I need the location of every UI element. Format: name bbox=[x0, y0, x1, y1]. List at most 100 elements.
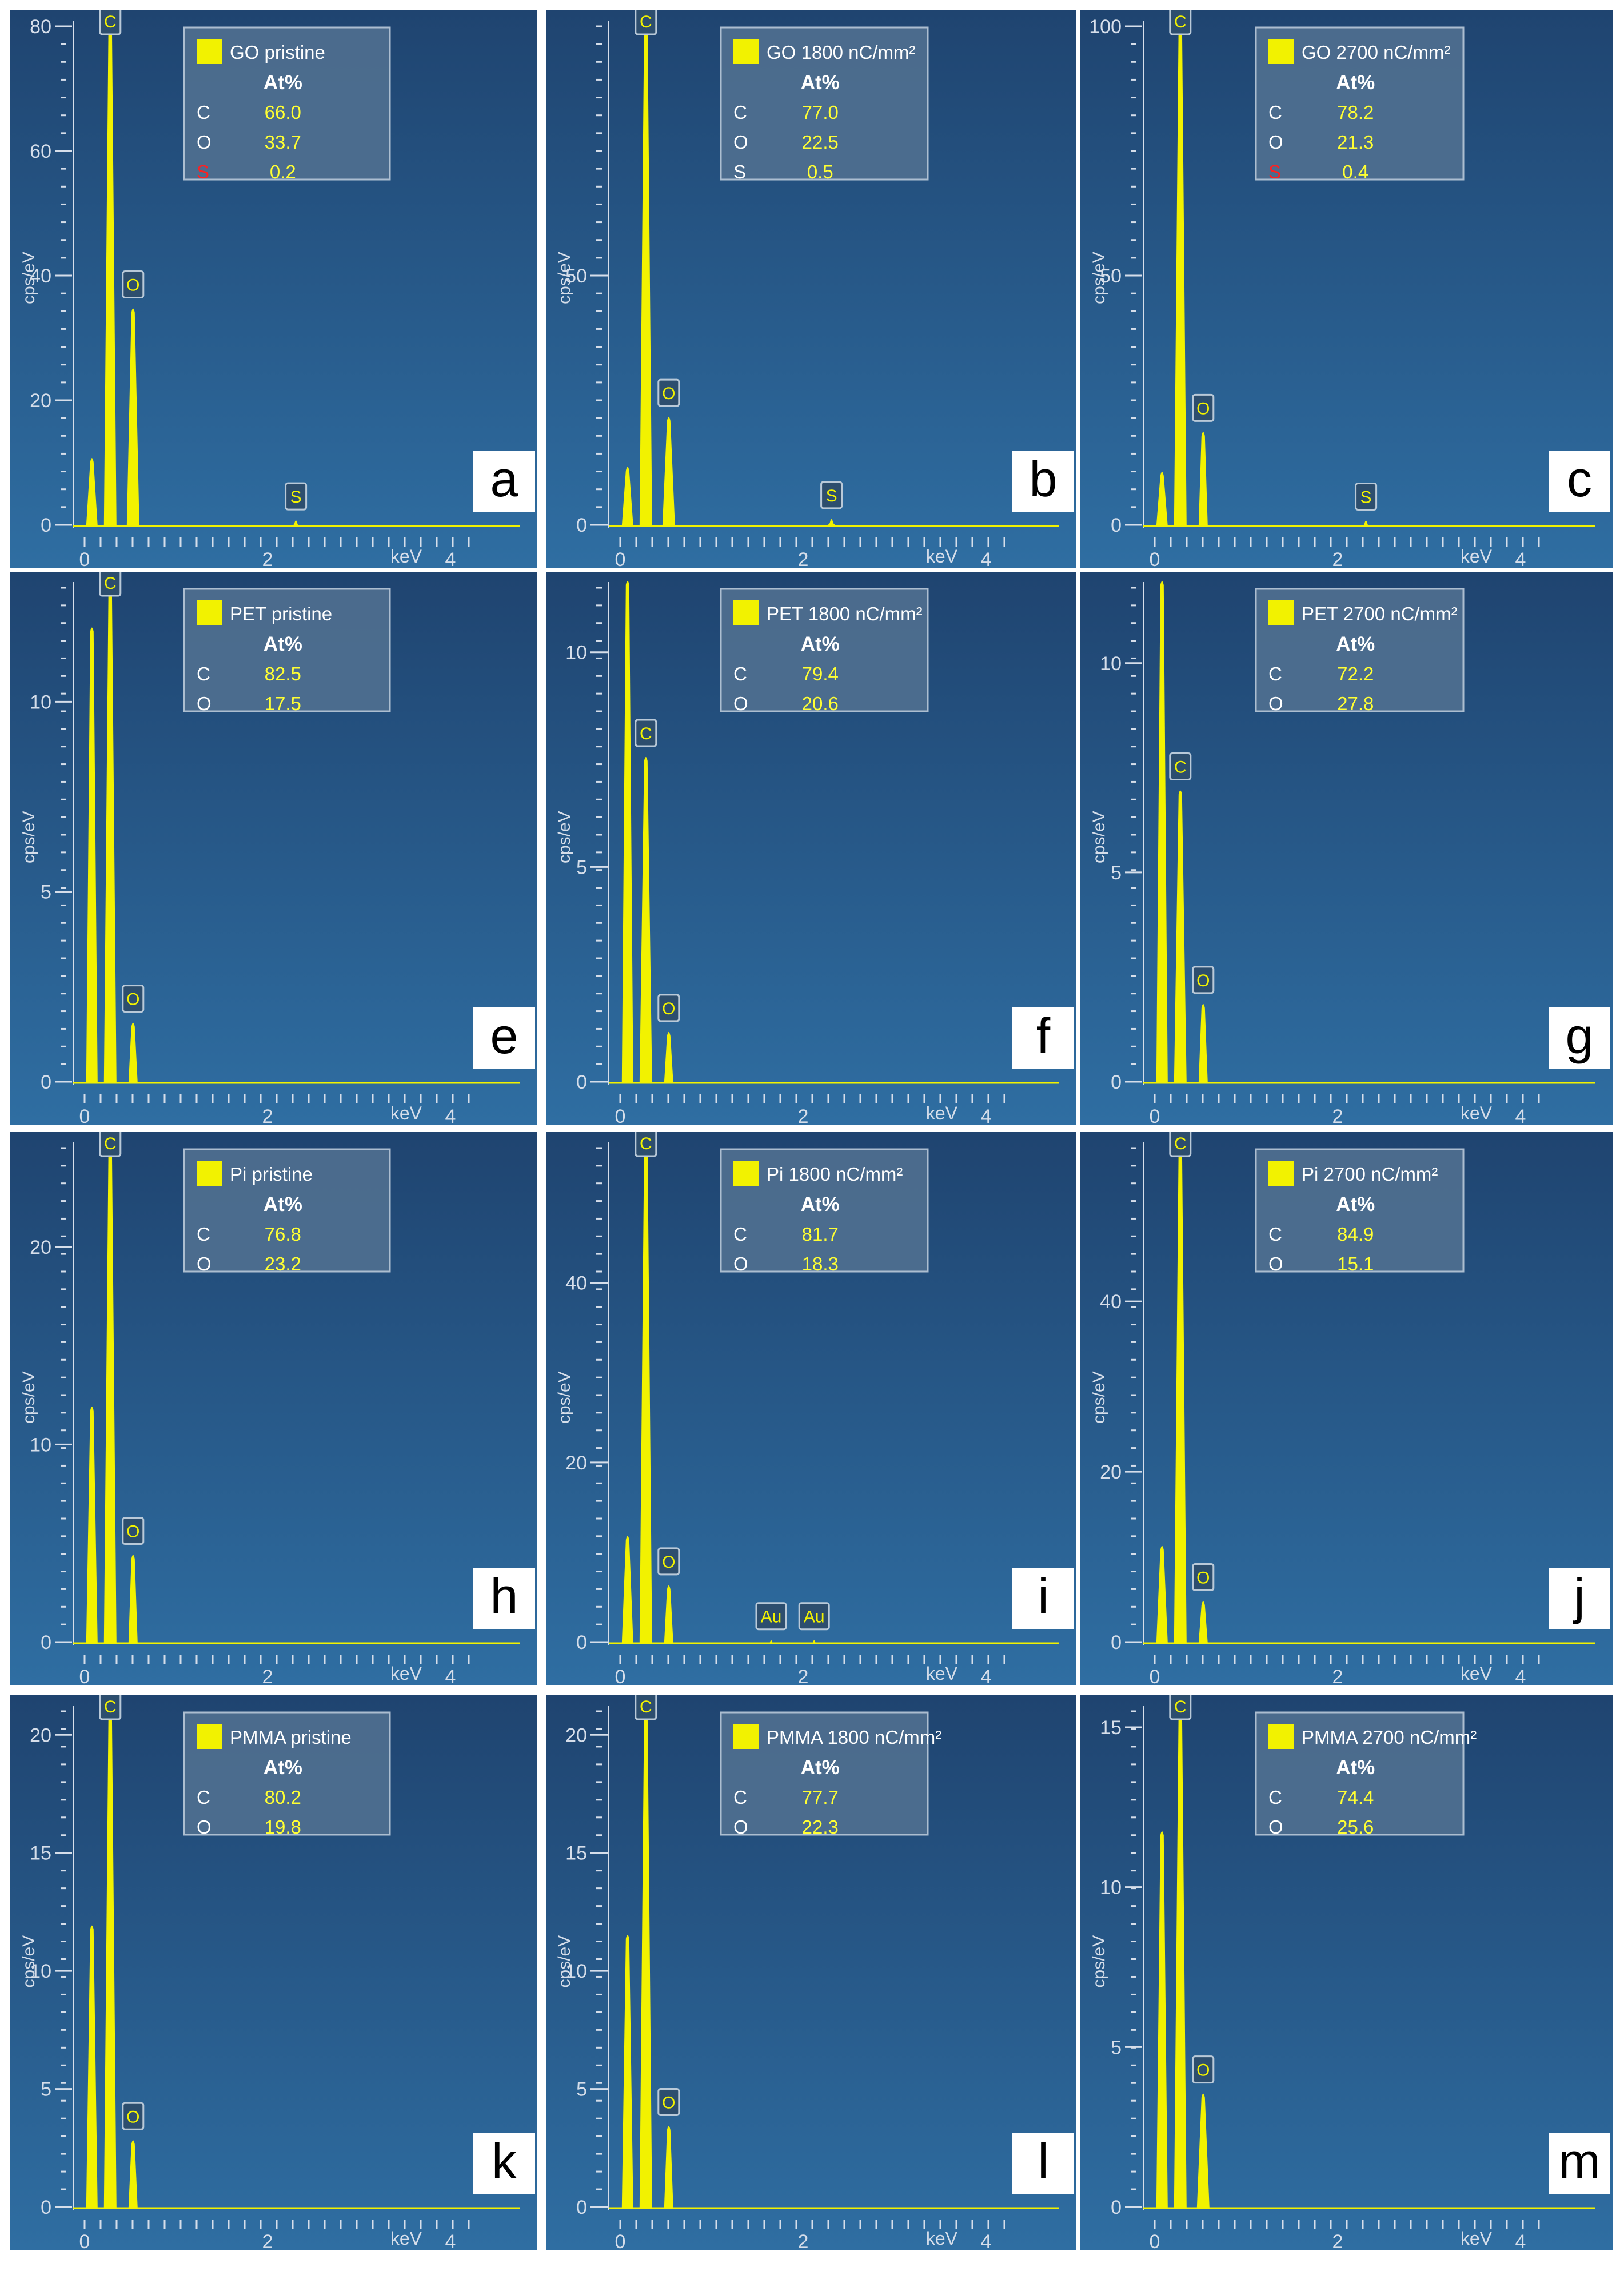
composition-element: C bbox=[1268, 1787, 1282, 1808]
y-tick-label: 0 bbox=[41, 1632, 51, 1654]
x-unit-label: keV bbox=[390, 2228, 422, 2249]
composition-element: C bbox=[197, 102, 210, 123]
y-tick-label: 10 bbox=[30, 1434, 51, 1456]
panel-letter-box bbox=[473, 1568, 535, 1629]
peak-marker-box bbox=[657, 378, 680, 407]
y-tick-label: 10 bbox=[30, 1961, 51, 1982]
peak-marker-label: S bbox=[1360, 488, 1372, 507]
bremsstrahlung-peak bbox=[86, 627, 98, 1083]
legend-swatch bbox=[733, 1724, 759, 1749]
peak-marker-box bbox=[657, 2088, 680, 2116]
y-axis-title: cps/eV bbox=[19, 252, 38, 304]
x-tick-label: 0 bbox=[1150, 2231, 1160, 2250]
composition-element: C bbox=[1268, 102, 1282, 123]
y-tick-label: 5 bbox=[576, 856, 587, 878]
spectrum-peak-c bbox=[1174, 790, 1187, 1083]
peak-marker-label: C bbox=[1174, 1698, 1187, 1716]
composition-legend bbox=[1255, 26, 1465, 181]
peak-marker-box bbox=[635, 1695, 657, 1720]
peak-marker-label: O bbox=[1196, 971, 1210, 990]
panel-letter-box bbox=[1549, 1007, 1610, 1069]
composition-value: 76.8 bbox=[265, 1224, 301, 1245]
peak-marker-box bbox=[1192, 966, 1215, 994]
y-tick-label: 50 bbox=[565, 265, 587, 287]
peak-marker-label: O bbox=[126, 276, 139, 295]
peak-marker-box bbox=[122, 2102, 145, 2130]
composition-element: O bbox=[733, 693, 748, 714]
legend-title: PMMA 1800 nC/mm² bbox=[767, 1727, 941, 1748]
y-tick-label: 5 bbox=[1111, 862, 1122, 884]
y-tick-label: 20 bbox=[30, 1237, 51, 1258]
peak-marker-label: C bbox=[1174, 758, 1187, 776]
y-tick-label: 20 bbox=[565, 1452, 587, 1474]
panel-letter-box bbox=[1549, 451, 1610, 512]
spectrum-peak-o bbox=[662, 417, 675, 526]
panel-letter: h bbox=[490, 1568, 518, 1624]
composition-value: 78.2 bbox=[1337, 102, 1374, 123]
peak-marker-label: C bbox=[104, 13, 117, 31]
legend-swatch bbox=[1268, 600, 1294, 625]
y-axis-title: cps/eV bbox=[19, 811, 38, 863]
composition-element: O bbox=[1268, 693, 1283, 714]
legend-title: GO 1800 nC/mm² bbox=[767, 42, 915, 63]
x-tick-label: 0 bbox=[1150, 549, 1160, 568]
composition-value: 74.4 bbox=[1337, 1787, 1374, 1808]
composition-value: 81.7 bbox=[802, 1224, 839, 1245]
composition-value: 77.0 bbox=[802, 102, 839, 123]
legend-swatch bbox=[733, 1161, 759, 1186]
x-tick-label: 4 bbox=[1515, 1106, 1526, 1125]
at-percent-header: At% bbox=[264, 1193, 302, 1216]
y-axis-title: cps/eV bbox=[1090, 1371, 1108, 1424]
peak-marker-box bbox=[122, 1516, 145, 1545]
y-tick-label: 20 bbox=[565, 1724, 587, 1746]
legend-swatch bbox=[197, 39, 222, 64]
composition-element: O bbox=[733, 1816, 748, 1838]
composition-element: C bbox=[197, 1787, 210, 1808]
composition-value: 66.0 bbox=[265, 102, 301, 123]
panel-letter: a bbox=[490, 451, 518, 507]
at-percent-header: At% bbox=[1336, 71, 1375, 94]
legend-swatch bbox=[197, 600, 222, 625]
x-tick-label: 2 bbox=[1332, 1106, 1343, 1125]
legend-title: PET 1800 nC/mm² bbox=[767, 603, 923, 624]
composition-element: O bbox=[733, 132, 748, 153]
composition-element: O bbox=[197, 132, 212, 153]
panel-letter-box bbox=[1012, 1568, 1074, 1629]
composition-value: 15.1 bbox=[1337, 1253, 1374, 1274]
peak-marker-box bbox=[285, 482, 308, 511]
panel-letter-box bbox=[1012, 1007, 1074, 1069]
y-tick-label: 10 bbox=[1100, 653, 1122, 675]
legend-swatch bbox=[1268, 1724, 1294, 1749]
peak-marker-label: C bbox=[104, 574, 117, 593]
legend-swatch bbox=[197, 1161, 222, 1186]
y-tick-label: 0 bbox=[41, 515, 51, 536]
bremsstrahlung-peak bbox=[86, 1407, 98, 1643]
x-unit-label: keV bbox=[926, 1663, 958, 1684]
peak-marker-box bbox=[99, 572, 122, 597]
y-tick-label: 0 bbox=[576, 2197, 587, 2218]
at-percent-header: At% bbox=[264, 1756, 302, 1779]
panel-letter: m bbox=[1558, 2133, 1600, 2189]
spectrum-peak-o bbox=[1198, 1601, 1208, 1643]
y-tick-label: 5 bbox=[41, 882, 51, 903]
y-tick-label: 0 bbox=[1111, 515, 1122, 536]
panel-letter: j bbox=[1572, 1568, 1585, 1624]
panel-letter-box bbox=[473, 451, 535, 512]
at-percent-header: At% bbox=[1336, 1193, 1375, 1216]
composition-element: O bbox=[1268, 1253, 1283, 1274]
x-unit-label: keV bbox=[1461, 1663, 1493, 1684]
peak-marker-box bbox=[820, 481, 843, 509]
at-percent-header: At% bbox=[264, 633, 302, 655]
spectrum-peak-c bbox=[1174, 1141, 1187, 1643]
composition-element: S bbox=[733, 161, 746, 182]
composition-element: C bbox=[733, 1787, 747, 1808]
spectrum-peak-o bbox=[1198, 432, 1208, 526]
x-tick-label: 2 bbox=[798, 1666, 809, 1685]
